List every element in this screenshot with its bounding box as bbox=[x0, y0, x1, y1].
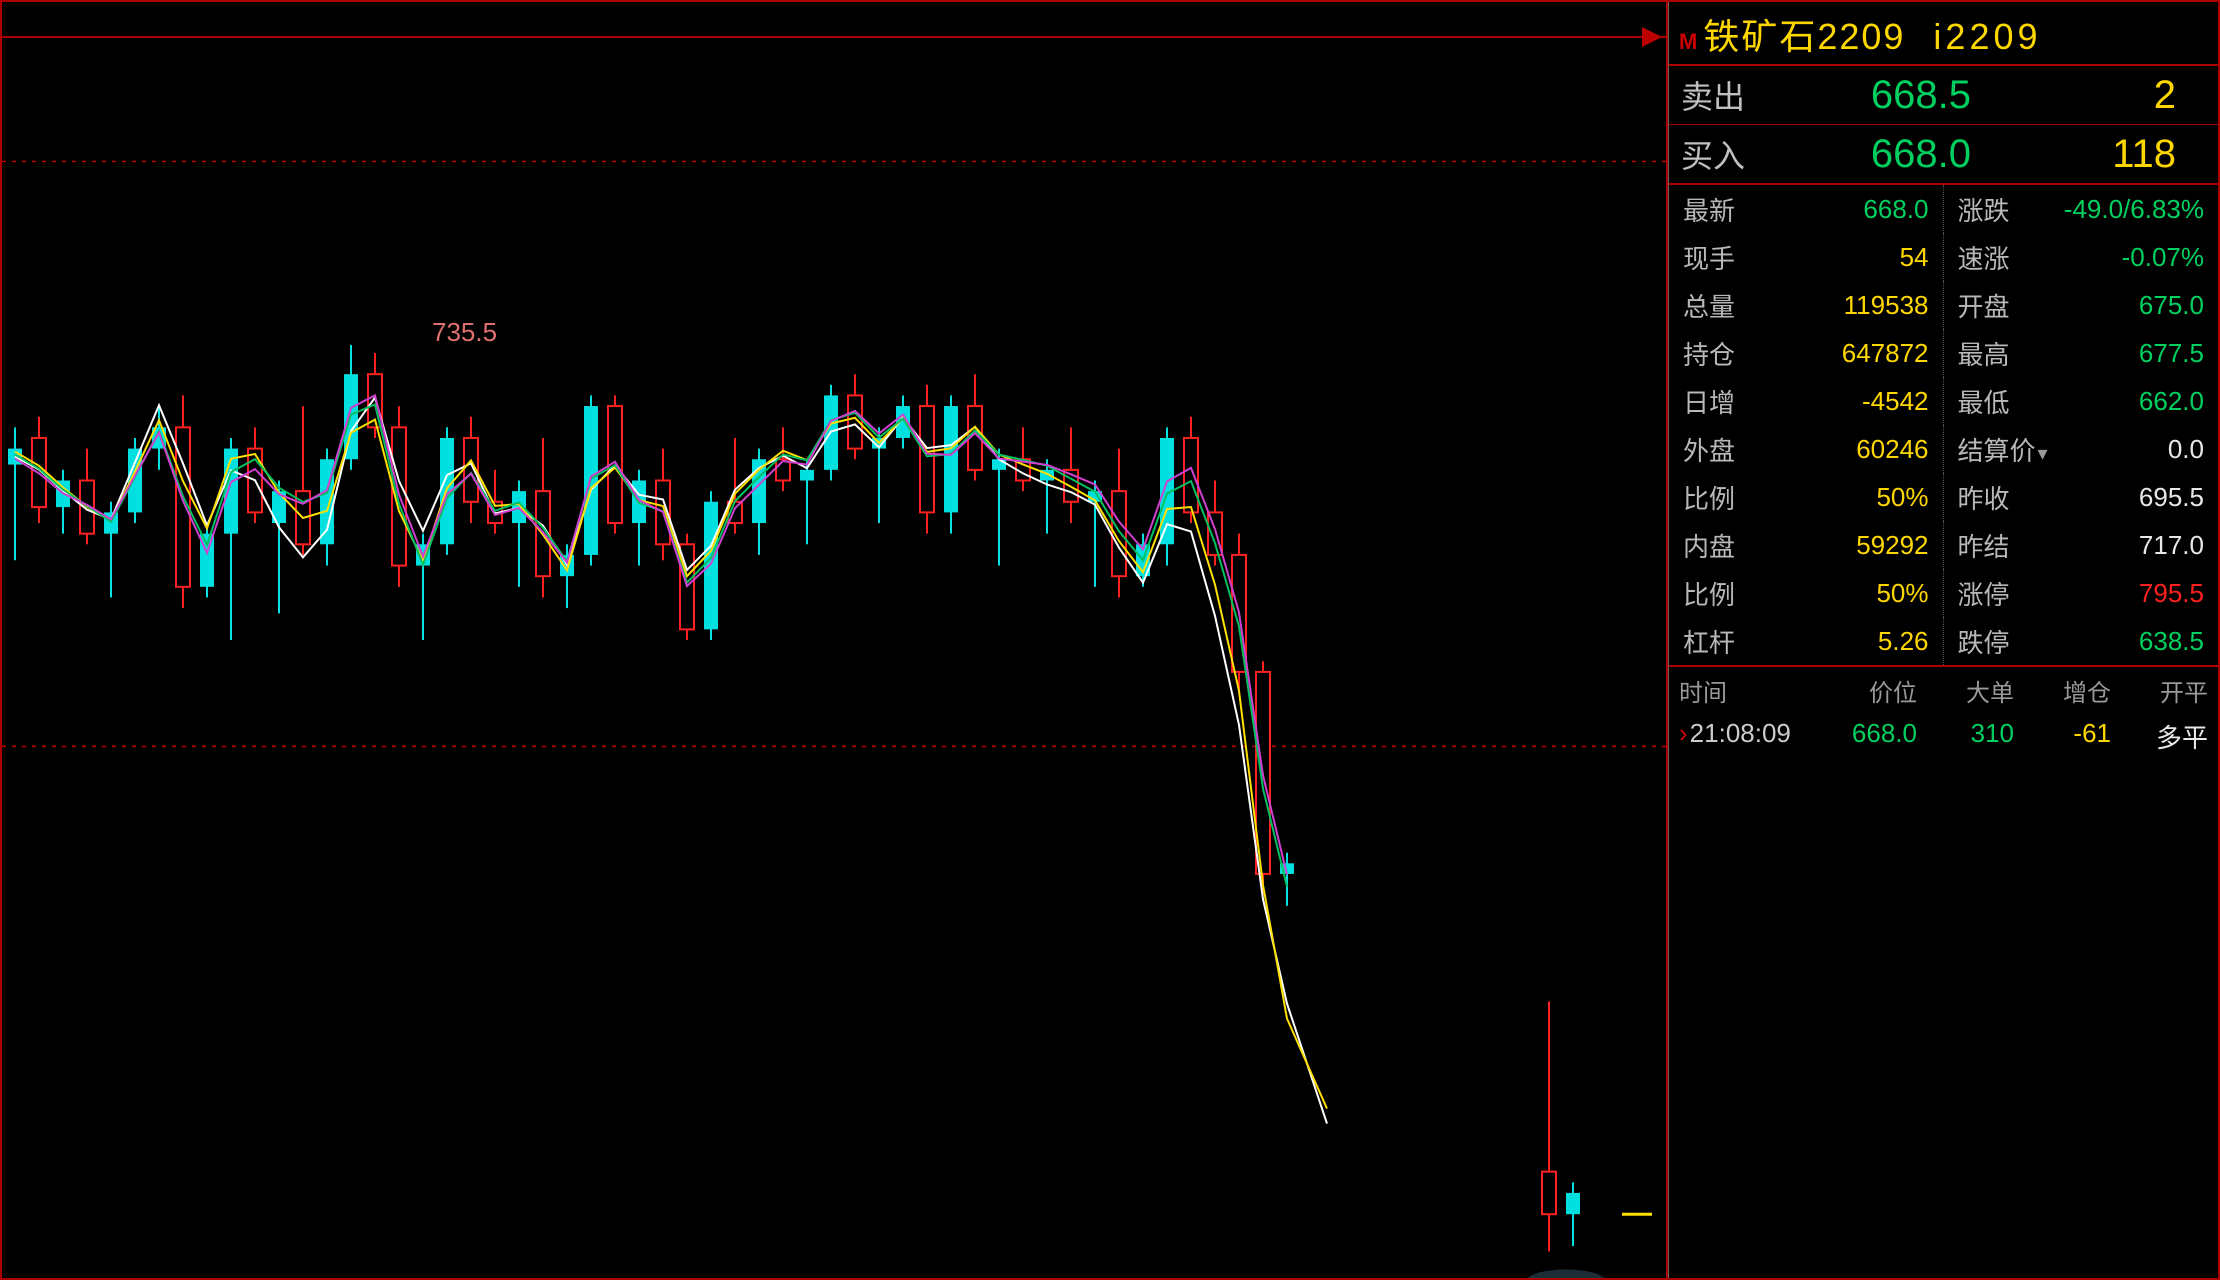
quote-panel: M 铁矿石2209 i2209 卖出 668.5 2 买入 668.0 118 … bbox=[1668, 2, 2218, 1278]
tick-price: 668.0 bbox=[1817, 718, 1917, 755]
tick-big: 310 bbox=[1925, 718, 2014, 755]
stats-label: 最新 bbox=[1683, 191, 1735, 228]
th-time: 时间 bbox=[1679, 673, 1809, 708]
stats-cell: 外盘 60246 bbox=[1669, 425, 1944, 473]
stats-cell: 最高 677.5 bbox=[1944, 329, 2219, 377]
tick-inc: -61 bbox=[2022, 718, 2111, 755]
stats-cell: 持仓 647872 bbox=[1669, 329, 1944, 377]
stats-cell: 速涨 -0.07% bbox=[1944, 233, 2219, 281]
stats-cell: 内盘 59292 bbox=[1669, 521, 1944, 569]
stats-value: 0.0 bbox=[2168, 434, 2204, 465]
stats-value: 60246 bbox=[1856, 434, 1928, 465]
stats-label: 涨跌 bbox=[1958, 191, 2010, 228]
instrument-title-row: M 铁矿石2209 i2209 bbox=[1669, 2, 2218, 66]
stats-value: -4542 bbox=[1862, 386, 1929, 417]
stats-label: 日增 bbox=[1683, 383, 1735, 420]
stats-label: 昨收 bbox=[1958, 479, 2010, 516]
instrument-code: i2209 bbox=[1933, 16, 2041, 58]
app-root: 735.5 M 铁矿石2209 i2209 卖出 668.5 2 买入 668.… bbox=[0, 0, 2220, 1280]
ask-qty: 2 bbox=[1971, 73, 2206, 118]
tick-marker-icon: › bbox=[1679, 718, 1688, 748]
stats-grid: 最新 668.0 涨跌 -49.0/6.83% 现手 54 速涨 -0.07% 总量 119538… bbox=[1669, 185, 2218, 667]
instrument-name: 铁矿石2209 bbox=[1703, 8, 1905, 60]
stats-label: 开盘 bbox=[1958, 287, 2010, 324]
stats-label: 最低 bbox=[1958, 383, 2010, 420]
stats-cell: 昨结 717.0 bbox=[1944, 521, 2219, 569]
stats-cell: 昨收 695.5 bbox=[1944, 473, 2219, 521]
tick-list: ›21:08:09668.0310-61多平 bbox=[1669, 714, 2218, 759]
stats-cell: 现手 54 bbox=[1669, 233, 1944, 281]
th-big: 大单 bbox=[1925, 673, 2014, 708]
stats-value: 119538 bbox=[1844, 290, 1929, 321]
stats-cell: 总量 119538 bbox=[1669, 281, 1944, 329]
stats-label: 速涨 bbox=[1958, 239, 2010, 276]
stats-value: 647872 bbox=[1842, 338, 1929, 369]
bid-qty: 118 bbox=[1971, 132, 2206, 177]
stats-label: 最高 bbox=[1958, 335, 2010, 372]
stats-value: 638.5 bbox=[2139, 626, 2204, 657]
stats-label: 涨停 bbox=[1958, 575, 2010, 612]
stats-value: 668.0 bbox=[1863, 194, 1928, 225]
stats-cell: 比例 50% bbox=[1669, 569, 1944, 617]
stats-cell: 最新 668.0 bbox=[1669, 185, 1944, 233]
ask-row[interactable]: 卖出 668.5 2 bbox=[1669, 66, 2218, 125]
stats-label: 内盘 bbox=[1683, 527, 1735, 564]
stats-label: 结算价▾ bbox=[1958, 431, 2048, 468]
stats-value: 59292 bbox=[1856, 530, 1928, 561]
stats-label: 比例 bbox=[1683, 479, 1735, 516]
tick-time: ›21:08:09 bbox=[1679, 718, 1809, 755]
bid-label: 买入 bbox=[1681, 131, 1771, 177]
stats-cell: 比例 50% bbox=[1669, 473, 1944, 521]
th-oc: 开平 bbox=[2119, 673, 2208, 708]
stats-value: 54 bbox=[1900, 242, 1929, 273]
stats-value: 695.5 bbox=[2139, 482, 2204, 513]
stats-label: 外盘 bbox=[1683, 431, 1735, 468]
stats-label: 跌停 bbox=[1958, 623, 2010, 660]
dropdown-arrow-icon[interactable]: ▾ bbox=[2038, 443, 2048, 465]
stats-label: 持仓 bbox=[1683, 335, 1735, 372]
stats-value: -0.07% bbox=[2122, 242, 2204, 273]
ask-price: 668.5 bbox=[1771, 73, 1971, 118]
stats-label: 杠杆 bbox=[1683, 623, 1735, 660]
stats-cell: 最低 662.0 bbox=[1944, 377, 2219, 425]
th-inc: 增仓 bbox=[2022, 673, 2111, 708]
stats-cell: 结算价▾ 0.0 bbox=[1944, 425, 2219, 473]
stats-value: 717.0 bbox=[2139, 530, 2204, 561]
stats-label: 昨结 bbox=[1958, 527, 2010, 564]
stats-value: 677.5 bbox=[2139, 338, 2204, 369]
stats-cell: 涨停 795.5 bbox=[1944, 569, 2219, 617]
stats-label: 总量 bbox=[1683, 287, 1735, 324]
tick-header: 时间 价位 大单 增仓 开平 bbox=[1669, 667, 2218, 714]
th-price: 价位 bbox=[1817, 673, 1917, 708]
tick-oc: 多平 bbox=[2119, 718, 2208, 755]
price-annotation: 735.5 bbox=[432, 317, 497, 348]
stats-value: 50% bbox=[1876, 578, 1928, 609]
candlestick-chart[interactable] bbox=[2, 2, 1666, 1278]
bid-price: 668.0 bbox=[1771, 132, 1971, 177]
bid-row[interactable]: 买入 668.0 118 bbox=[1669, 125, 2218, 185]
stats-value: 795.5 bbox=[2139, 578, 2204, 609]
stats-value: 662.0 bbox=[2139, 386, 2204, 417]
stats-value: 50% bbox=[1876, 482, 1928, 513]
stats-cell: 杠杆 5.26 bbox=[1669, 617, 1944, 665]
tick-row: ›21:08:09668.0310-61多平 bbox=[1669, 714, 2218, 759]
stats-label: 比例 bbox=[1683, 575, 1735, 612]
stats-cell: 日增 -4542 bbox=[1669, 377, 1944, 425]
stats-value: 675.0 bbox=[2139, 290, 2204, 321]
chart-pane[interactable]: 735.5 bbox=[2, 2, 1668, 1278]
stats-cell: 跌停 638.5 bbox=[1944, 617, 2219, 665]
stats-label: 现手 bbox=[1683, 239, 1735, 276]
ask-label: 卖出 bbox=[1681, 72, 1771, 118]
stats-cell: 开盘 675.0 bbox=[1944, 281, 2219, 329]
stats-cell: 涨跌 -49.0/6.83% bbox=[1944, 185, 2219, 233]
m-badge: M bbox=[1679, 29, 1699, 55]
stats-value: -49.0/6.83% bbox=[2064, 194, 2204, 225]
stats-value: 5.26 bbox=[1878, 626, 1929, 657]
